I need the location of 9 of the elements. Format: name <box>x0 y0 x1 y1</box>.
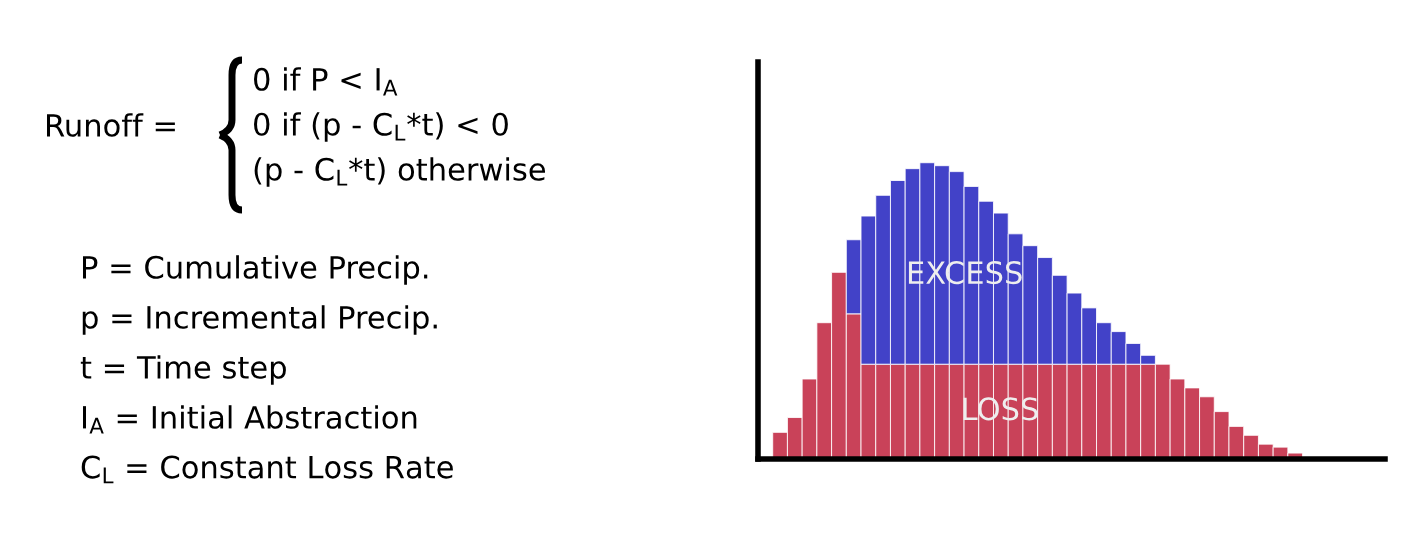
text: 0 if (p - C$_{L}$*t) < 0 <box>254 112 508 142</box>
text: P = Cumulative Precip. <box>83 255 428 285</box>
text: Runoff = <box>47 113 175 137</box>
text: (p - C$_{L}$*t) otherwise <box>254 157 546 187</box>
text: 0 if P < I$_{A}$ <box>254 67 398 96</box>
text: C$_{L}$ = Constant Loss Rate <box>81 455 453 484</box>
text: I$_{A}$ = Initial Abstraction <box>83 405 417 434</box>
text: t = Time step <box>80 355 286 385</box>
text: p = Incremental Precip. <box>82 305 437 335</box>
